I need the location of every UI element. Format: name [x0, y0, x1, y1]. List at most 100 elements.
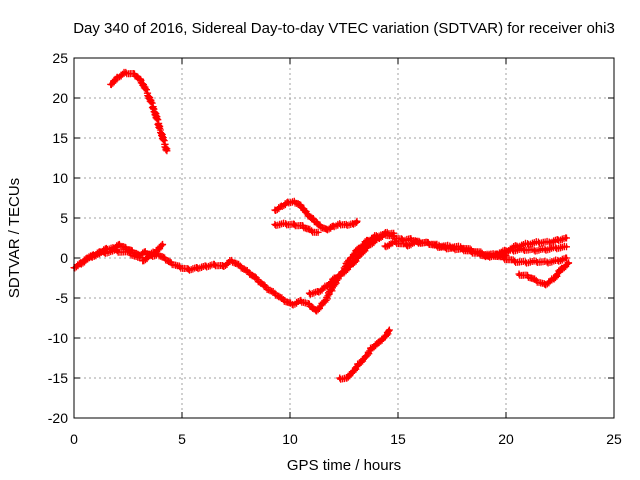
data-point	[316, 230, 320, 234]
data-point	[560, 266, 564, 270]
series-arc-10	[498, 242, 570, 257]
data-point	[238, 264, 242, 268]
data-point	[325, 227, 329, 231]
data-point	[500, 250, 504, 254]
data-point	[124, 246, 128, 250]
data-point	[534, 259, 538, 263]
series-arc-5	[271, 219, 322, 236]
data-point	[342, 270, 346, 274]
data-point	[165, 149, 169, 153]
data-point	[377, 340, 381, 344]
x-axis-label: GPS time / hours	[287, 457, 401, 474]
data-point	[307, 302, 311, 306]
series-markers	[336, 326, 393, 383]
ticks: 0 5 10 15 20 25 -20 -15 -10 -5 0 5 10 15 20 25	[48, 50, 622, 447]
data-point	[517, 272, 521, 276]
data-point	[282, 298, 286, 302]
data-point	[117, 242, 121, 246]
data-point	[325, 284, 329, 288]
data-point	[459, 245, 463, 249]
data-point	[163, 142, 167, 146]
data-point	[536, 240, 540, 244]
data-point	[469, 248, 473, 252]
data-point	[307, 291, 311, 295]
data-point	[392, 231, 396, 235]
data-point	[143, 250, 147, 254]
series-arc-6	[305, 228, 398, 298]
data-point	[513, 259, 517, 263]
x-tick-label: 25	[606, 431, 622, 447]
data-point	[292, 199, 296, 203]
data-point	[357, 246, 361, 250]
data-point	[480, 251, 484, 255]
data-point	[348, 256, 352, 260]
series-arc-1	[107, 68, 171, 155]
data-point	[273, 222, 277, 226]
y-axis-label: SDTVAR / TECUs	[6, 178, 23, 298]
data-point	[292, 222, 296, 226]
data-point	[310, 229, 314, 233]
data-point	[368, 242, 372, 246]
data-point	[333, 276, 337, 280]
data-point	[415, 240, 419, 244]
y-tick-label: -5	[56, 290, 69, 306]
y-tick-label: 25	[52, 50, 68, 66]
data-point	[139, 78, 143, 82]
data-point	[186, 267, 190, 271]
x-tick-label: 20	[498, 431, 514, 447]
data-point	[316, 290, 320, 294]
data-point	[145, 91, 149, 95]
data-point	[355, 219, 359, 223]
data-point	[204, 264, 208, 268]
data-point	[331, 284, 335, 288]
data-point	[545, 260, 549, 264]
data-point	[510, 248, 514, 252]
data-point	[385, 230, 389, 234]
data-point	[351, 262, 355, 266]
data-point	[273, 208, 277, 212]
x-tick-label: 15	[390, 431, 406, 447]
data-point	[154, 249, 158, 253]
data-point	[124, 70, 128, 74]
data-point	[532, 248, 536, 252]
series-markers	[107, 68, 171, 155]
data-point	[521, 247, 525, 251]
y-tick-label: -15	[48, 370, 68, 386]
data-point	[256, 278, 260, 282]
data-point	[115, 249, 119, 253]
data-point	[314, 309, 318, 313]
series-arc-3	[77, 240, 167, 268]
data-point	[141, 258, 145, 262]
data-point	[273, 291, 277, 295]
data-point	[299, 203, 303, 207]
series-arc-7	[336, 326, 393, 383]
data-point	[556, 258, 560, 262]
data-point	[554, 246, 558, 250]
data-point	[169, 261, 173, 265]
data-point	[158, 128, 162, 132]
data-point	[247, 270, 251, 274]
series-arc-11	[515, 259, 573, 289]
data-point	[564, 256, 568, 260]
x-tick-label: 10	[282, 431, 298, 447]
plot-frame	[73, 57, 615, 419]
data-point	[109, 82, 113, 86]
data-point	[493, 252, 497, 256]
series-arc-4	[271, 197, 361, 234]
data-point	[344, 376, 348, 380]
data-point	[102, 250, 106, 254]
data-point	[564, 245, 568, 249]
data-point	[195, 266, 199, 270]
y-tick-label: -10	[48, 330, 68, 346]
data-point	[230, 258, 234, 262]
data-point	[502, 256, 506, 260]
data-point	[534, 278, 538, 282]
data-point	[351, 370, 355, 374]
x-tick-label: 0	[70, 431, 78, 447]
data-point	[523, 260, 527, 264]
data-point	[290, 302, 294, 306]
data-point	[364, 354, 368, 358]
data-point	[152, 107, 156, 111]
y-tick-label: 5	[60, 210, 68, 226]
